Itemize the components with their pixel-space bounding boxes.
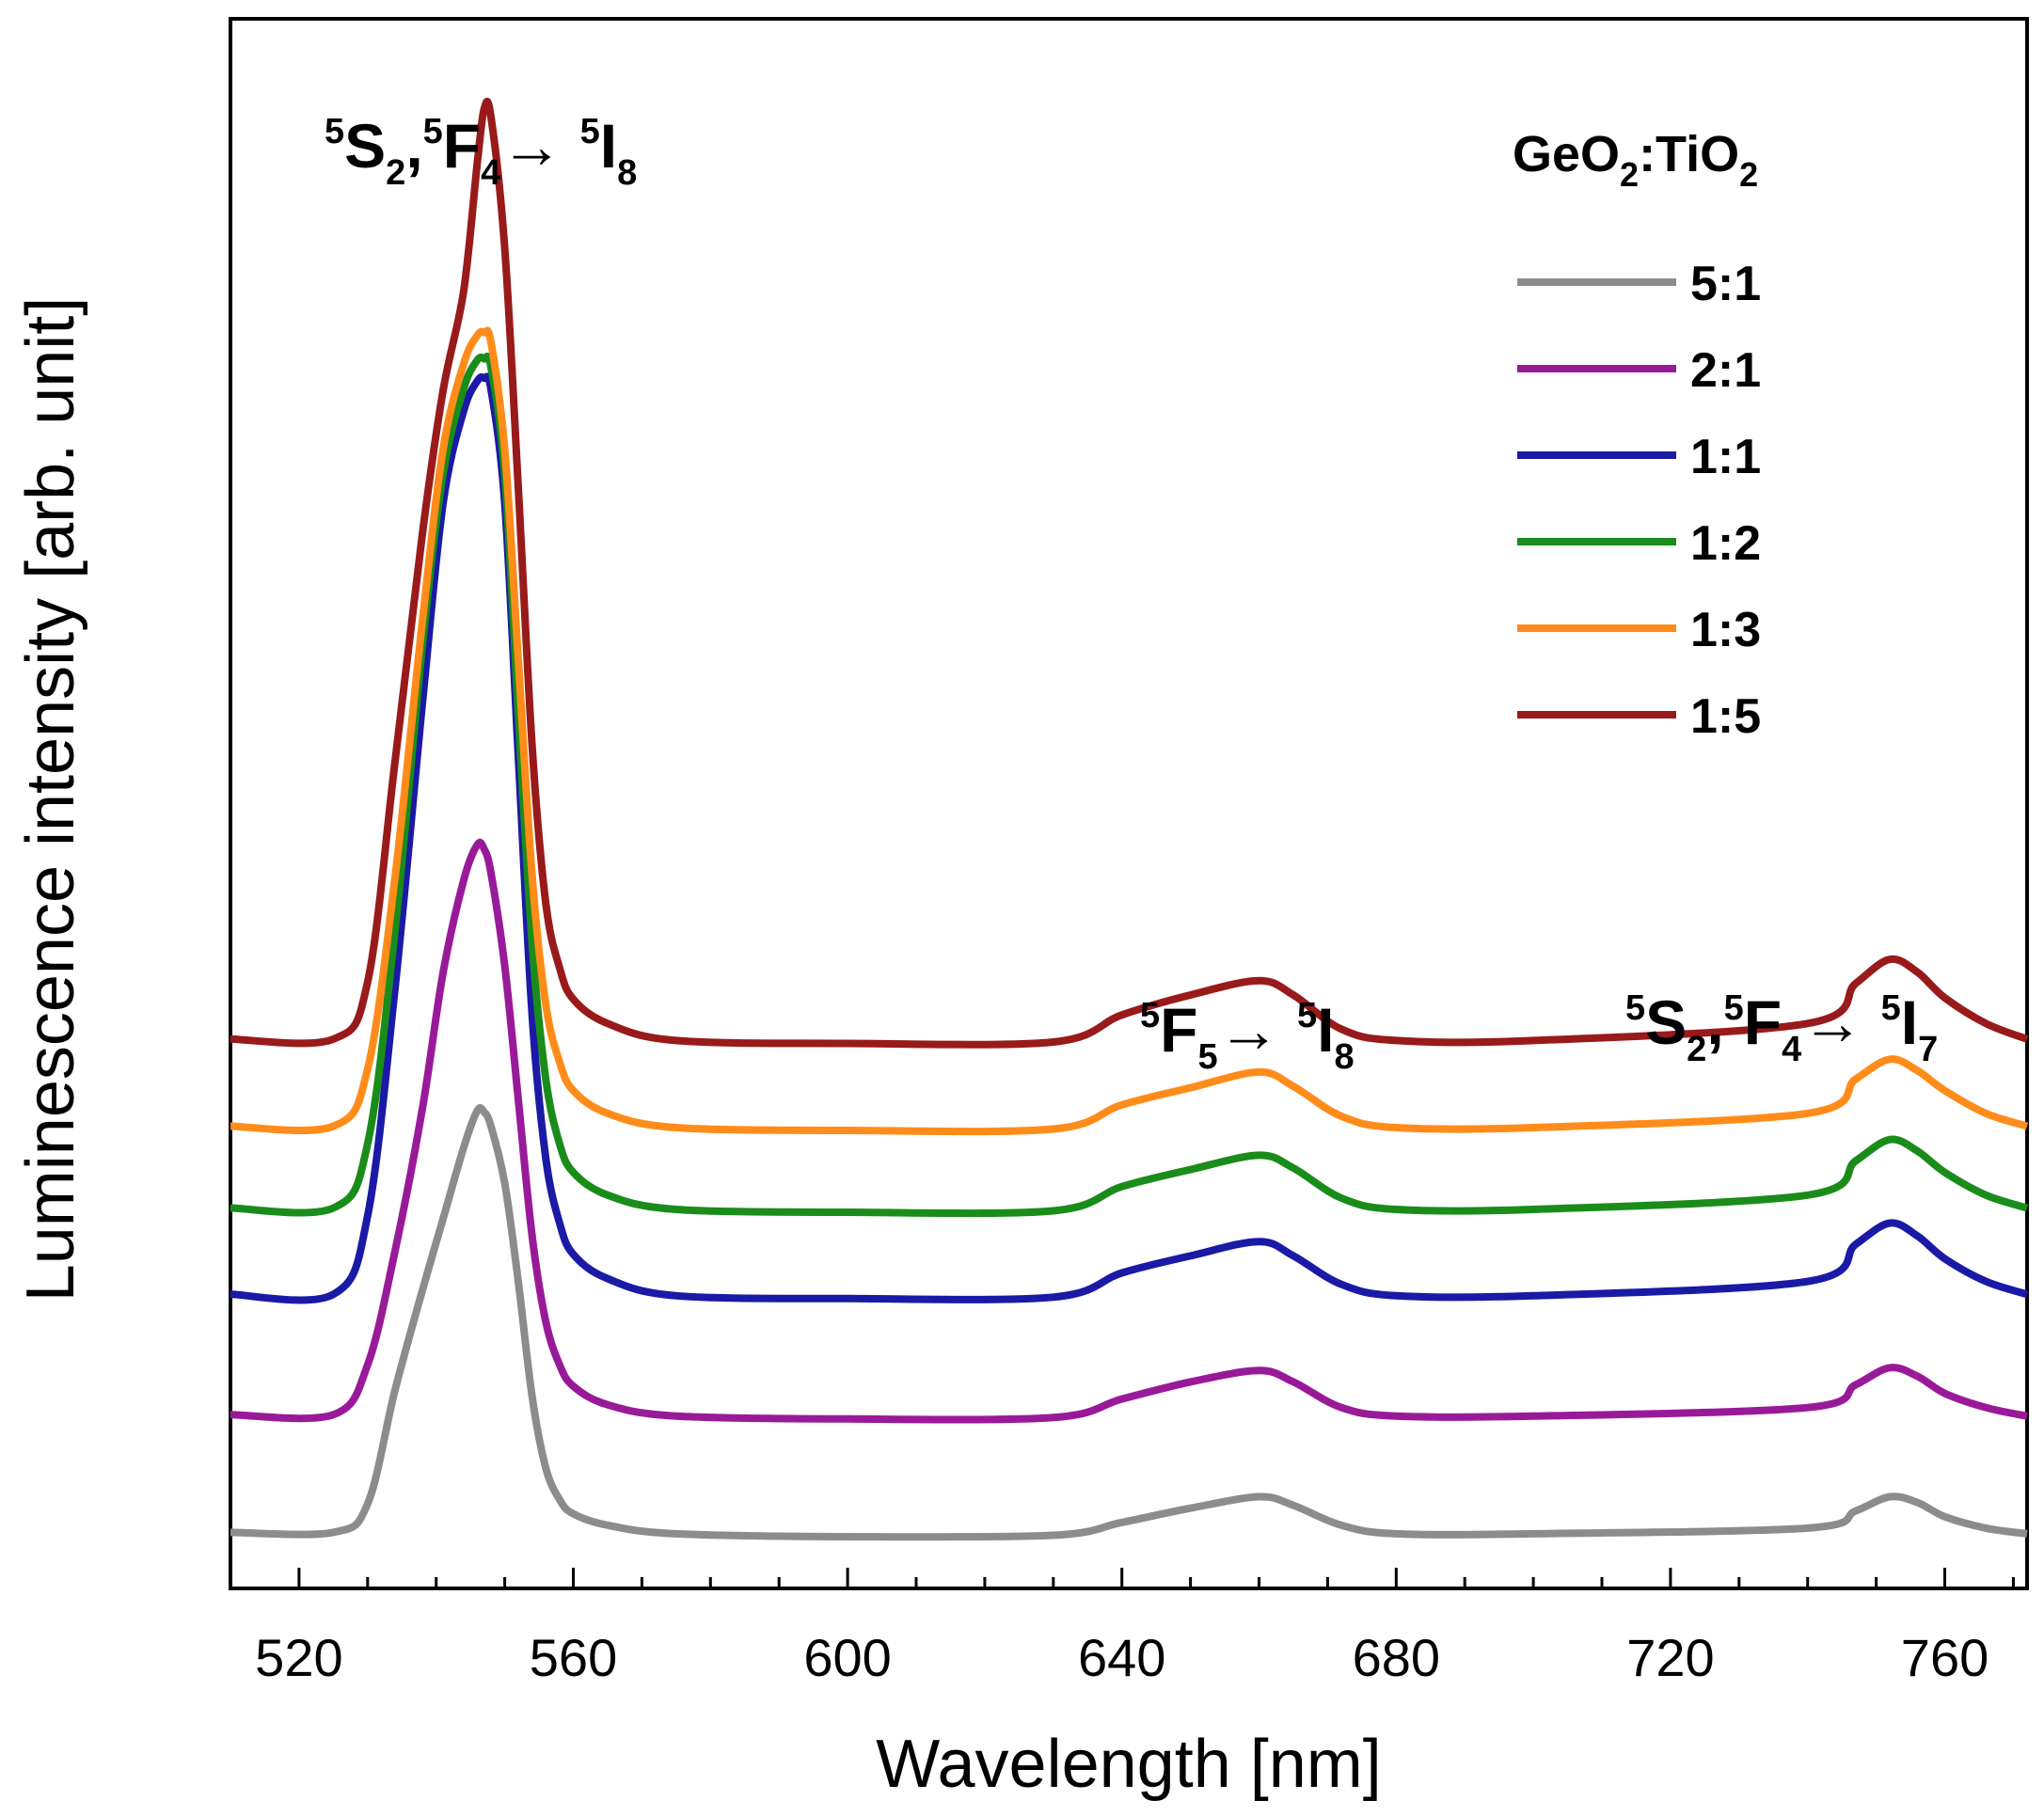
plot-frame (229, 17, 2029, 1590)
x-tick-label-760: 760 (1901, 1628, 1989, 1687)
legend-label-1-5: 1:5 (1690, 689, 1761, 744)
x-axis-title: Wavelength [nm] (876, 1727, 1382, 1802)
legend-label-1-1: 1:1 (1690, 430, 1761, 484)
annotation-peak-660: 5F5→ 5I8 (1140, 995, 1355, 1077)
x-axis-ticks: 520 560 600 640 680 720 760 (229, 1568, 2015, 1687)
x-tick-label-720: 720 (1626, 1628, 1714, 1687)
annotation-peak-755: 5S2,5F4→ 5I7 (1625, 987, 1938, 1069)
series-line-5-1 (230, 1104, 2028, 1541)
series-line-2-1 (230, 838, 2028, 1424)
series-layer (230, 97, 2029, 1541)
annotation-peak-545: 5S2,5F4→ 5I8 (325, 111, 637, 193)
legend-label-2-1: 2:1 (1690, 343, 1761, 398)
x-tick-label-560: 560 (530, 1628, 617, 1687)
legend-label-1-3: 1:3 (1690, 603, 1761, 657)
x-tick-label-680: 680 (1353, 1628, 1440, 1687)
x-tick-label-640: 640 (1078, 1628, 1165, 1687)
y-axis-title: Luminescence intensity [arb. unit] (13, 297, 88, 1303)
series-line-1-5 (230, 97, 2029, 1049)
legend-label-5-1: 5:1 (1690, 257, 1761, 311)
series-line-1-1 (230, 372, 2029, 1304)
x-tick-label-600: 600 (803, 1628, 891, 1687)
series-line-1-3 (230, 326, 2029, 1136)
legend: GeO2:TiO2 5:1 2:1 1:1 1:2 1:3 1:5 (1513, 126, 1761, 744)
legend-title: GeO2:TiO2 (1513, 126, 1758, 194)
x-tick-label-520: 520 (255, 1628, 342, 1687)
legend-label-1-2: 1:2 (1690, 516, 1761, 571)
